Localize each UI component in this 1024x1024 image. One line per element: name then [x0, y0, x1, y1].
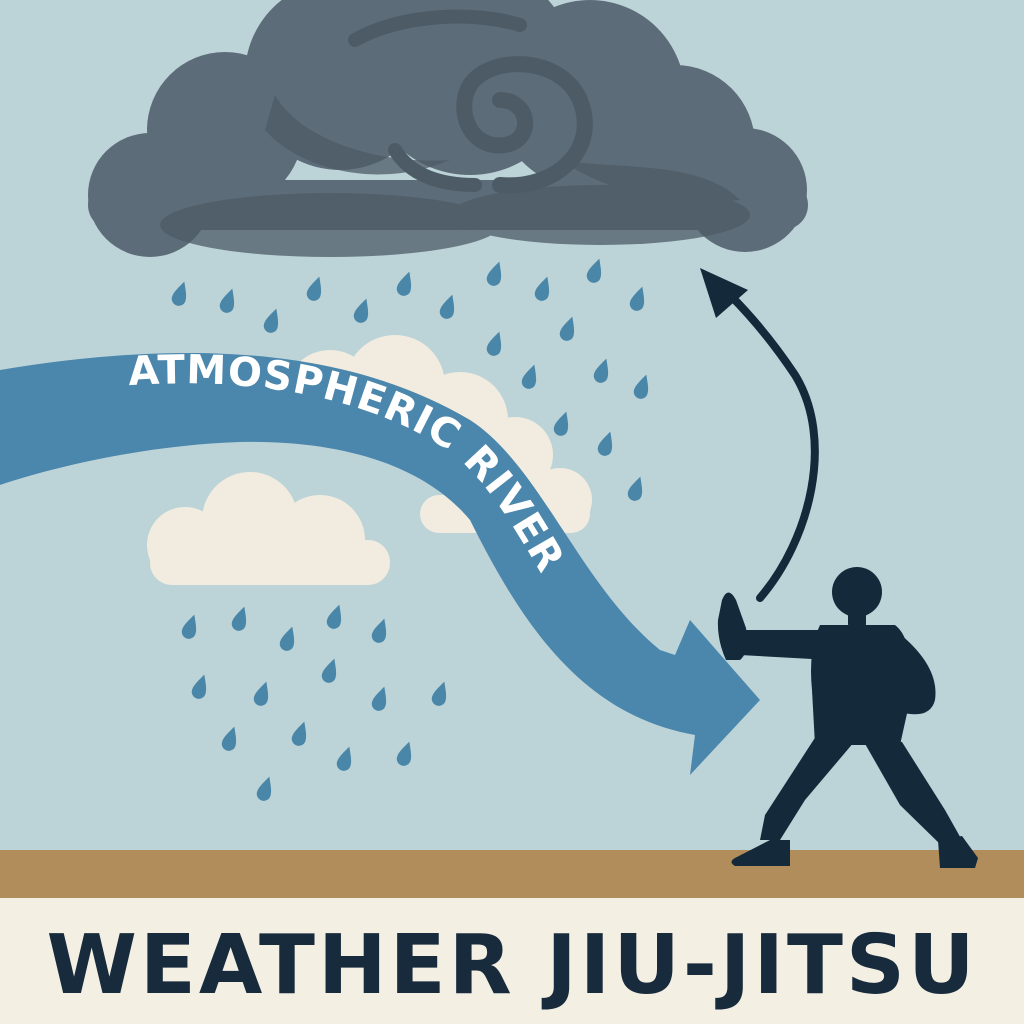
martial-artist-icon — [717, 567, 978, 868]
title-band: WEATHER JIU-JITSU — [0, 898, 1024, 1024]
poster-title: WEATHER JIU-JITSU — [46, 918, 978, 1013]
ground-strip — [0, 850, 1024, 898]
swirl-icon — [348, 9, 593, 194]
storm-cloud-icon — [88, 0, 808, 257]
deflection-arrow-icon — [700, 268, 819, 602]
